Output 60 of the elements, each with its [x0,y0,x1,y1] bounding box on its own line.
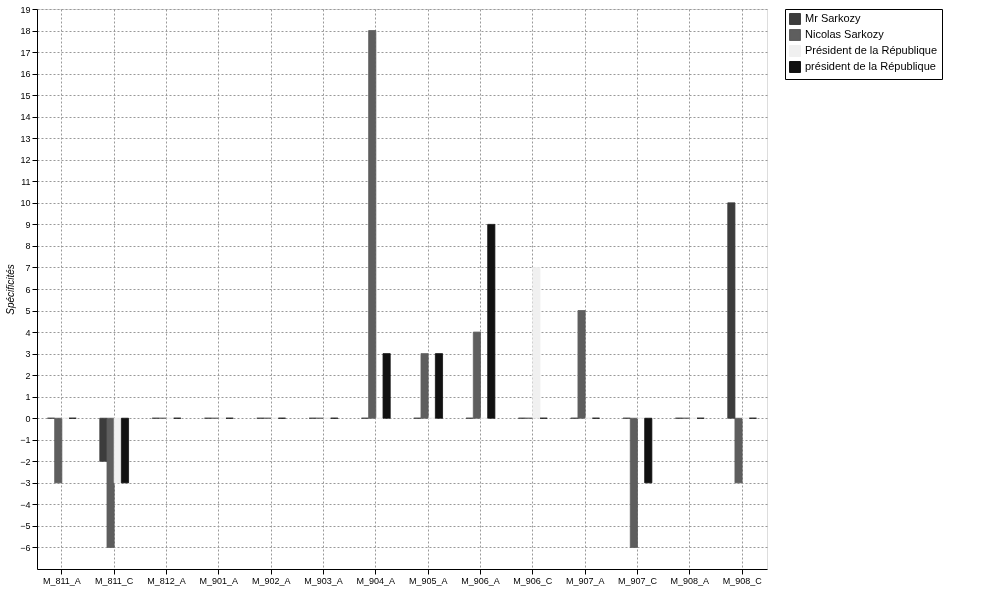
y-tick-label: 0 [25,413,31,424]
x-tick-label: M_905_A [408,575,448,586]
legend-label: Président de la République [805,44,938,56]
x-tick-label: M_908_A [670,575,710,586]
bar [644,417,653,484]
y-tick-label: 16 [20,69,31,80]
x-tick-label: M_812_A [147,575,186,586]
bar [420,353,429,419]
y-tick-label: 9 [25,219,31,230]
bar [734,417,743,484]
y-tick-label: −3 [20,478,31,489]
x-tick-label: M_908_C [722,575,763,586]
bar [120,417,129,484]
y-tick-label: −6 [20,542,31,553]
x-tick-label: M_811_C [95,575,134,586]
y-tick-label: 5 [25,306,31,317]
y-tick-label: 3 [25,349,31,360]
y-tick-label: 14 [20,112,31,123]
legend-label: Nicolas Sarkozy [805,28,885,40]
x-tick-label: M_906_A [461,575,500,586]
y-tick-label: 7 [25,262,31,273]
bar [532,267,541,419]
bar [368,30,377,419]
y-tick-label: 11 [21,176,31,187]
x-tick-label: M_901_A [199,575,239,586]
legend-label: président de la République [805,60,936,72]
legend-label: Mr Sarkozy [805,12,862,24]
bar [727,202,736,419]
bar [472,331,481,419]
y-tick-label: 13 [20,133,31,144]
x-tick-label: M_906_C [513,575,553,586]
y-tick-label: 12 [20,155,31,166]
bar [382,353,391,419]
x-tick-label: M_907_C [617,575,658,586]
x-tick-label: M_904_A [356,575,396,586]
y-tick-label: 10 [20,198,31,209]
x-tick-label: M_811_A [42,575,81,586]
x-tick-label: M_903_A [304,575,343,586]
y-tick-label: −1 [20,435,31,446]
y-tick-label: 19 [20,4,31,15]
y-axis-title: Spécificités [5,264,17,315]
y-tick-label: 15 [20,90,31,101]
bar [629,417,638,548]
y-tick-label: 6 [25,284,31,295]
y-tick-label: −4 [20,499,31,510]
y-tick-label: 8 [25,241,31,252]
bar [54,417,63,484]
y-tick-label: 1 [25,392,31,403]
y-tick-label: 18 [20,26,31,37]
x-tick-label: M_902_A [251,575,291,586]
y-tick-label: −2 [20,456,31,467]
bar [434,353,443,419]
x-tick-label: M_907_A [565,575,605,586]
bar [106,417,115,548]
y-tick-label: 2 [25,370,31,381]
y-tick-label: 4 [25,327,31,338]
bar [577,310,586,419]
y-tick-label: 17 [20,47,31,58]
y-tick-label: −5 [20,521,31,532]
bar [487,223,496,419]
